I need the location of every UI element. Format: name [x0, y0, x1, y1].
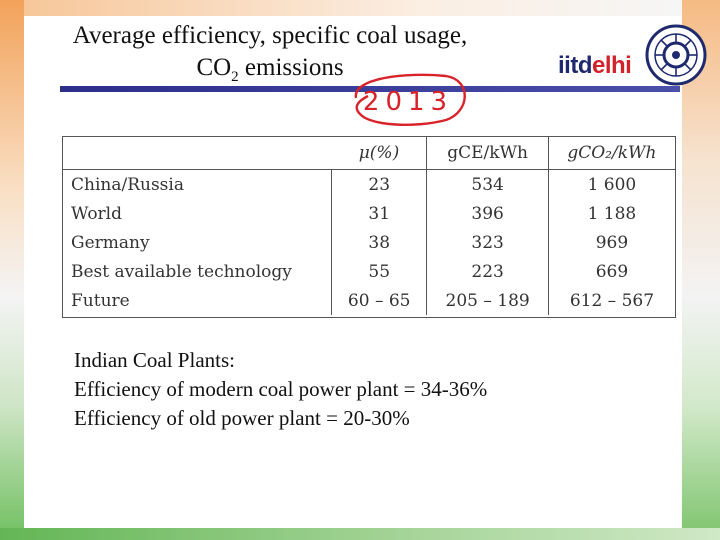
row-efficiency: 23: [331, 169, 428, 199]
row-co2: 669: [595, 261, 629, 282]
right-border-gradient: [682, 0, 720, 540]
row-coal: 205 – 189: [426, 286, 549, 315]
title-subscript: 2: [231, 69, 239, 85]
row-co2: 612 – 567: [569, 290, 655, 311]
title-co: CO: [196, 54, 232, 81]
bottom-border-gradient: [0, 528, 720, 540]
row-co2: 1 188: [587, 203, 637, 224]
row-label: Germany: [63, 228, 332, 257]
header-co2: gCO₂/kWh: [548, 137, 675, 170]
table-row: Future 60 – 65 205 – 189 612 – 567: [63, 286, 675, 315]
row-label: China/Russia: [63, 169, 332, 199]
institute-seal-icon: [645, 24, 707, 86]
title-line-2: CO2 emissions: [30, 52, 510, 93]
row-label: Best available technology: [63, 257, 332, 286]
top-band: [24, 0, 682, 16]
table-header-row: μ(%) gCE/kWh gCO₂/kWh: [63, 137, 675, 170]
title-emissions: emissions: [238, 54, 344, 81]
handwritten-year-text: 2013: [363, 87, 453, 117]
row-coal: 534: [426, 169, 549, 199]
row-efficiency: 38: [331, 228, 428, 257]
row-efficiency: 60 – 65: [331, 286, 428, 315]
notes-line-old: Efficiency of old power plant = 20-30%: [74, 406, 410, 430]
header-rule: [60, 86, 680, 92]
notes-block: Indian Coal Plants: Efficiency of modern…: [74, 346, 487, 433]
row-coal: 396: [426, 199, 549, 228]
notes-heading: Indian Coal Plants:: [74, 348, 235, 372]
row-label: World: [63, 199, 332, 228]
table-row: Germany 38 323 969: [63, 228, 675, 257]
notes-line-modern: Efficiency of modern coal power plant = …: [74, 377, 488, 401]
left-border-gradient: [0, 0, 24, 540]
efficiency-table: μ(%) gCE/kWh gCO₂/kWh China/Russia 23 53…: [62, 136, 676, 318]
row-efficiency: 31: [331, 199, 428, 228]
row-co2: 1 600: [587, 174, 637, 195]
slide-title: Average efficiency, specific coal usage,…: [30, 20, 510, 93]
row-coal: 323: [426, 228, 549, 257]
row-coal: 223: [426, 257, 549, 286]
header-label: [63, 137, 332, 170]
row-efficiency: 55: [331, 257, 428, 286]
table-row: China/Russia 23 534 1 600: [63, 169, 675, 199]
row-label: Future: [63, 286, 332, 315]
handwritten-year-circle: 2013: [354, 73, 466, 126]
table-row: World 31 396 1 188: [63, 199, 675, 228]
row-co2: 969: [595, 232, 629, 253]
header-efficiency: μ(%): [331, 137, 428, 170]
table-row: Best available technology 55 223 669: [63, 257, 675, 286]
iitd-logo-text: iitdelhi: [558, 52, 632, 79]
title-line-1: Average efficiency, specific coal usage,: [72, 22, 468, 49]
header-coal: gCE/kWh: [426, 137, 549, 170]
